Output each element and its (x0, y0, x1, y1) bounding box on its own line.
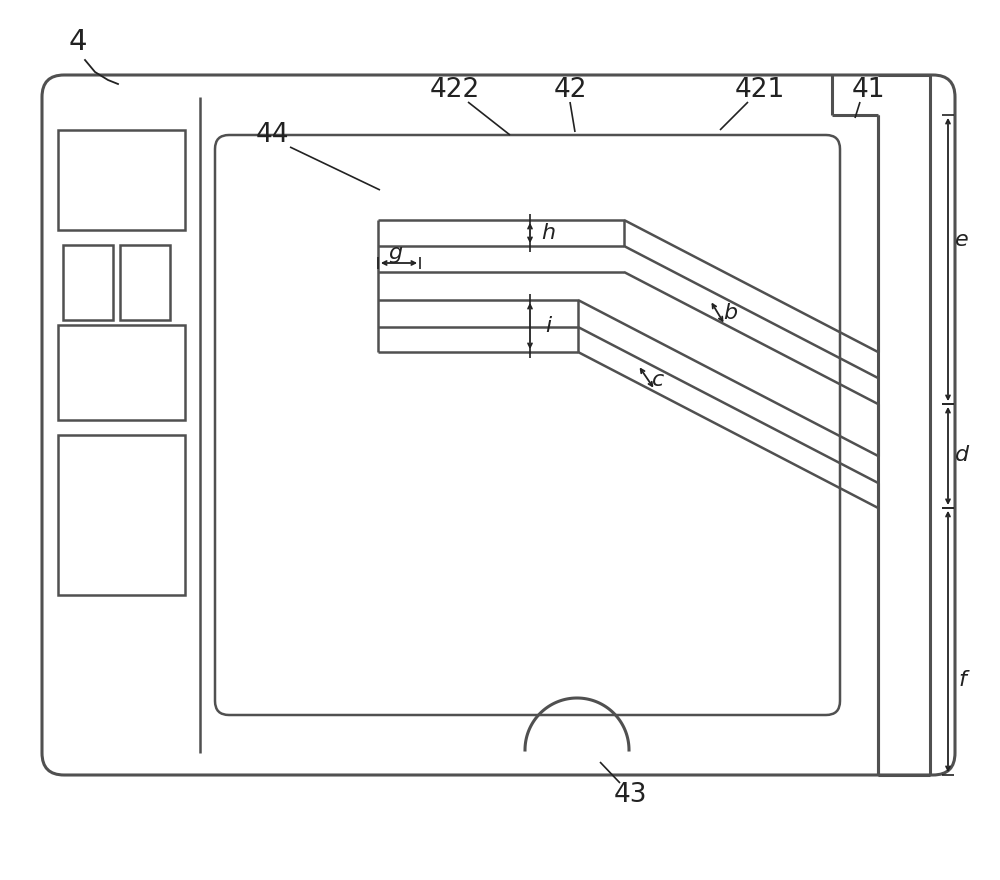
Text: b: b (723, 303, 737, 323)
Text: e: e (955, 230, 969, 250)
Text: c: c (652, 370, 664, 390)
Text: i: i (545, 316, 551, 336)
Text: 44: 44 (255, 122, 289, 148)
Text: h: h (541, 223, 555, 243)
Text: 41: 41 (851, 77, 885, 103)
Bar (120, 245, 170, 320)
Bar (58, 130, 185, 230)
Bar (58, 435, 185, 595)
Text: 4: 4 (69, 28, 87, 56)
Text: d: d (955, 445, 969, 465)
Bar (58, 325, 185, 420)
Text: f: f (958, 670, 966, 690)
Text: 421: 421 (735, 77, 785, 103)
Text: g: g (388, 243, 402, 263)
Text: 43: 43 (613, 782, 647, 808)
Text: 422: 422 (430, 77, 480, 103)
Bar (63, 245, 113, 320)
Text: 42: 42 (553, 77, 587, 103)
